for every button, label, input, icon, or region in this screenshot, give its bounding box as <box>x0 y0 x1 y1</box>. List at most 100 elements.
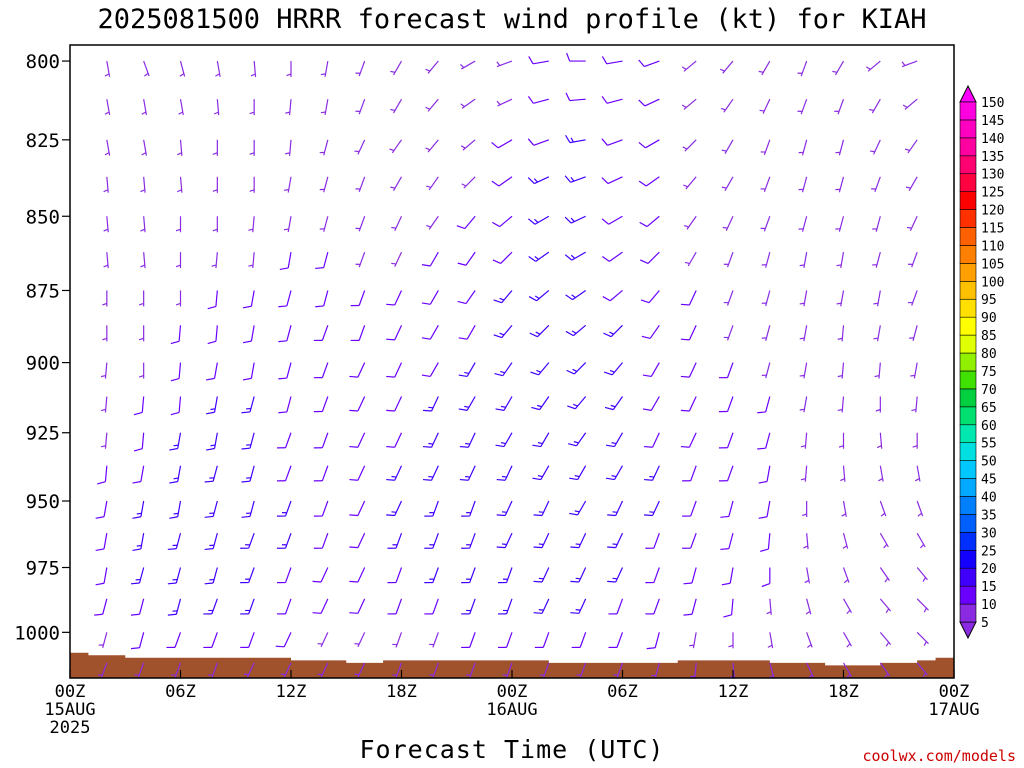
wind-barb <box>283 176 292 193</box>
barb-half-feather <box>799 374 805 377</box>
colorbar-label: 130 <box>981 168 1004 183</box>
wind-barb <box>638 59 660 68</box>
barb-staff <box>213 362 218 379</box>
barb-half-feather <box>426 185 432 189</box>
barb-half-feather <box>884 577 889 583</box>
barb-half-feather <box>140 228 146 232</box>
barb-half-feather <box>912 445 918 448</box>
barb-staff <box>249 500 255 517</box>
wind-barb <box>603 324 623 338</box>
barb-feather <box>720 515 729 518</box>
wind-barb <box>421 362 439 378</box>
wind-barb <box>533 598 550 614</box>
barb-half-feather <box>391 262 397 265</box>
wind-barb <box>601 56 623 65</box>
wind-barb <box>907 251 918 268</box>
barb-half-feather <box>874 374 880 378</box>
wind-barb <box>840 465 846 482</box>
wind-barb <box>916 662 928 678</box>
wind-barb <box>607 567 624 583</box>
wind-barb <box>355 216 366 232</box>
wind-barb <box>280 662 292 678</box>
colorbar-segment <box>959 316 977 336</box>
barb-feather <box>496 514 506 517</box>
barb-feather <box>603 332 612 338</box>
barb-staff <box>141 432 145 449</box>
barb-feather <box>721 582 731 586</box>
barb-staff <box>250 362 255 379</box>
barb-staff <box>691 567 697 584</box>
barb-feather <box>458 374 468 378</box>
barb-feather <box>315 267 324 270</box>
wind-barb <box>760 139 771 156</box>
barb-feather <box>565 92 571 101</box>
wind-barb <box>645 567 660 584</box>
barb-half-feather <box>104 152 110 156</box>
barb-half-feather <box>875 408 881 412</box>
barb-staff <box>497 139 513 149</box>
wind-barb <box>387 567 403 584</box>
barb-half-feather <box>426 224 432 228</box>
colorbar-segment <box>959 227 977 246</box>
wind-barb <box>276 500 292 517</box>
wind-barb <box>873 325 881 342</box>
barb-feather <box>642 408 652 411</box>
y-tick-label: 875 <box>26 280 60 302</box>
barb-feather <box>640 299 650 304</box>
barb-staff <box>501 290 513 304</box>
barb-feather <box>170 377 180 382</box>
wind-barb <box>212 139 218 156</box>
wind-barb <box>758 500 771 519</box>
barb-staff <box>286 396 292 413</box>
barb-feather <box>207 305 217 310</box>
wind-barb <box>906 216 918 232</box>
colorbar-segment <box>959 549 977 569</box>
barb-feather <box>207 340 217 345</box>
wind-barb <box>391 251 403 267</box>
y-tick-label: 975 <box>26 558 60 580</box>
barb-feather <box>644 445 653 448</box>
barb-feather <box>423 478 432 481</box>
barb-half-feather <box>837 408 843 412</box>
barb-half-feather <box>610 404 616 408</box>
barb-staff <box>606 60 623 65</box>
barb-half-feather <box>767 644 773 648</box>
barb-staff <box>573 324 587 337</box>
wind-barb <box>916 532 926 549</box>
barb-half-feather <box>799 264 805 267</box>
barb-half-feather <box>391 475 397 478</box>
barb-feather <box>206 377 215 381</box>
barb-feather <box>130 647 140 650</box>
wind-barb <box>759 98 771 114</box>
barb-staff <box>688 290 697 306</box>
barb-feather <box>680 303 690 306</box>
barb-staff <box>469 500 476 517</box>
barb-half-feather <box>575 577 581 580</box>
barb-half-feather <box>609 331 614 335</box>
wind-barb <box>879 500 887 517</box>
wind-barb <box>842 662 853 679</box>
wind-barb <box>797 98 808 115</box>
barb-staff <box>726 432 734 448</box>
wind-barb <box>841 500 847 517</box>
barb-feather <box>723 614 732 618</box>
barb-feather <box>601 138 608 146</box>
barb-feather <box>644 514 653 517</box>
barb-half-feather <box>689 644 694 647</box>
wind-barb <box>204 500 218 518</box>
barb-staff <box>534 176 550 185</box>
wind-barb <box>721 176 734 191</box>
wind-barb <box>461 632 476 649</box>
barb-staff <box>644 60 660 68</box>
barb-staff <box>283 632 292 648</box>
y-axis: 800 825 850 875 900 925 950 975 1000 <box>14 51 70 644</box>
barb-half-feather <box>501 511 507 513</box>
barb-feather <box>565 330 574 337</box>
barb-staff <box>575 432 587 447</box>
wind-barb <box>644 432 660 448</box>
wind-barb <box>461 532 476 549</box>
barb-half-feather <box>804 579 810 584</box>
colorbar-label: 80 <box>981 347 997 362</box>
barb-feather <box>206 447 215 451</box>
y-tick-label: 1000 <box>14 622 60 644</box>
